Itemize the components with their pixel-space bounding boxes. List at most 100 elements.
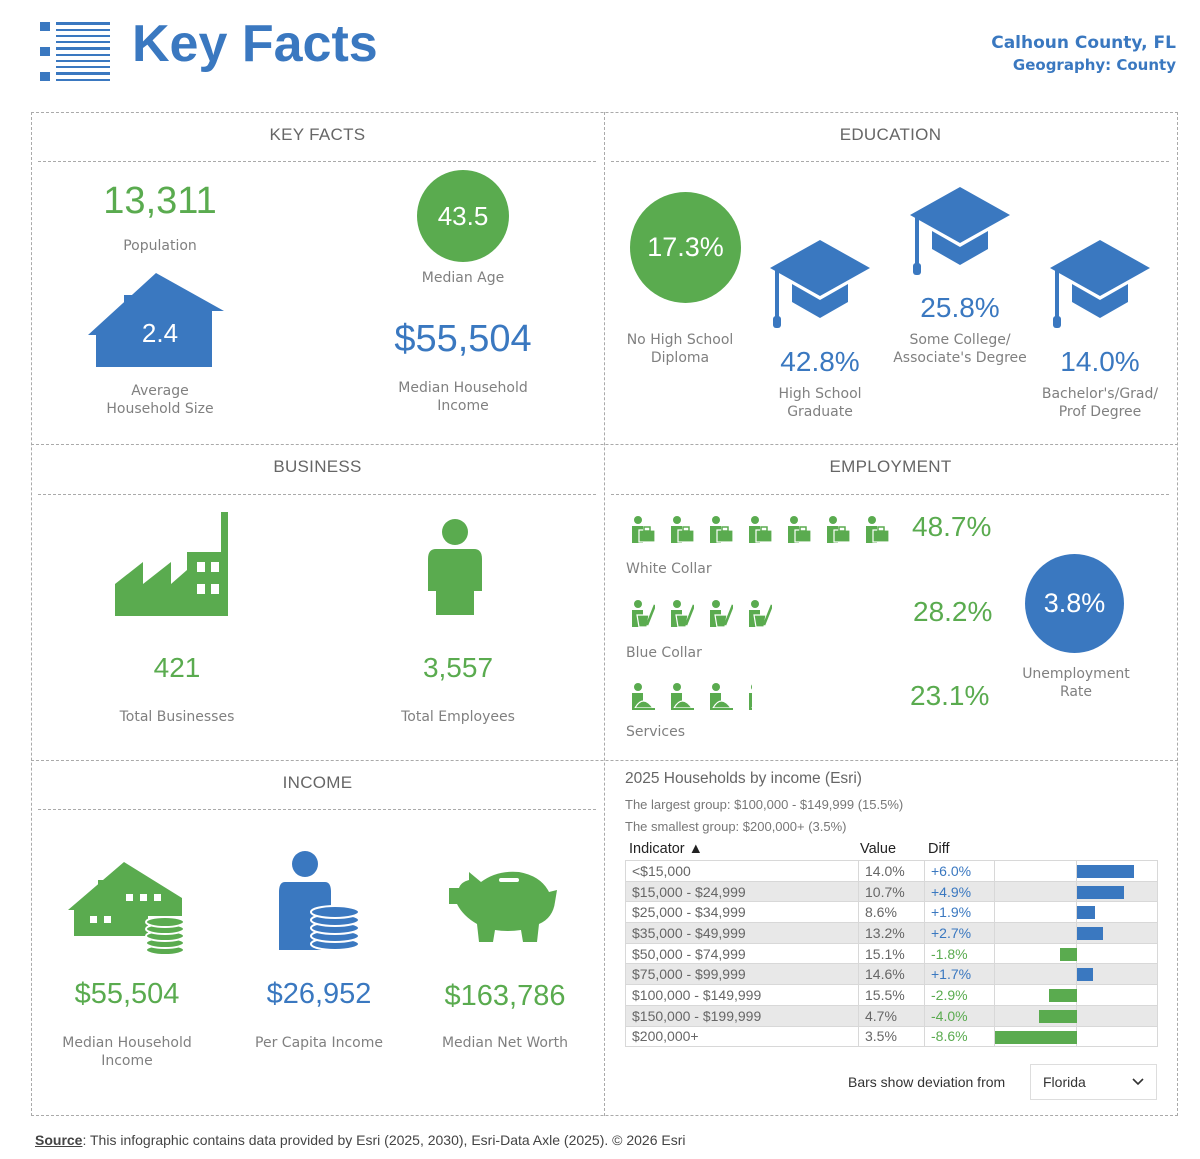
office-worker-icon [671,516,694,543]
office-worker-icon [788,516,811,543]
median-income-value: $55,504 [394,318,532,360]
diff-cell: -2.9% [924,984,995,1006]
house-coins-icon [68,862,185,956]
bar-cell [994,1025,1158,1048]
net-worth-label: Median Net Worth [441,1035,569,1051]
service-worker-icon [710,683,733,710]
value-cell: 10.7% [858,880,925,903]
indicator-cell: $25,000 - $34,999 [625,901,859,924]
per-capita-income-value: $26,952 [266,978,372,1010]
net-worth-value: $163,786 [444,980,566,1012]
white-collar-icons [629,515,889,545]
deviation-bar [1077,968,1094,982]
page-title: Key Facts [132,15,378,73]
bar-cell [994,860,1158,882]
service-worker-icon [749,684,752,710]
table-row: $100,000 - $149,999 15.5% -2.9% [625,984,1158,1006]
column-header-value[interactable]: Value [860,841,897,857]
house-icon [88,273,224,367]
households-title: 2025 Households by income (Esri) [625,770,862,787]
bar-cell [994,984,1158,1006]
median-hh-income-value: $55,504 [74,978,180,1010]
footer: Source: This infographic contains data p… [35,1132,686,1148]
source-link[interactable]: Source [35,1132,83,1148]
indicator-cell: $150,000 - $199,999 [625,1004,859,1027]
high-school-value: 42.8% [780,346,860,377]
white-collar-value: 48.7% [912,511,992,542]
no-high-school-label: Diploma [650,350,710,366]
indicator-cell: $75,000 - $99,999 [625,963,859,986]
college-value: 25.8% [920,292,1000,323]
household-size-label: Household Size [106,401,214,417]
value-cell: 4.7% [858,1004,925,1027]
divider [611,494,1169,495]
laborer-icon [632,600,655,628]
divider [38,809,596,810]
bar-cell [994,901,1158,924]
column-header-indicator[interactable]: Indicator ▲ [629,841,703,857]
household-size-value: 2.4 [141,318,179,348]
chevron-down-icon [1132,1078,1144,1086]
table-row: <$15,000 14.0% +6.0% [625,860,1158,882]
laborer-icon [785,599,788,629]
diff-cell: -8.6% [924,1025,995,1048]
office-worker-icon [632,516,655,543]
deviation-bar [1077,865,1134,878]
bachelor-value: 14.0% [1060,346,1140,377]
deviation-select[interactable]: Florida [1030,1064,1157,1100]
piggy-bank-icon [449,871,557,942]
diff-cell: +1.9% [924,901,995,924]
blue-collar-label: Blue Collar [626,645,702,661]
businesses-label: Total Businesses [119,709,235,725]
table-row: $200,000+ 3.5% -8.6% [625,1025,1158,1048]
laborer-icon [710,600,733,628]
value-cell: 14.0% [858,860,925,882]
services-icons [629,682,752,712]
column-header-diff[interactable]: Diff [928,841,950,857]
value-cell: 14.6% [858,963,925,986]
smallest-group: The smallest group: $200,000+ (3.5%) [625,819,847,834]
section-title-employment: EMPLOYMENT [829,457,952,476]
deviation-select-value: Florida [1043,1074,1086,1090]
indicator-cell: <$15,000 [625,860,859,882]
college-label: Associate's Degree [893,350,1027,366]
divider [611,161,1169,162]
deviation-bar [995,1030,1077,1044]
graduation-cap-icon [1050,240,1150,328]
high-school-label: High School [778,386,862,402]
office-worker-icon [866,516,889,543]
table-row: $75,000 - $99,999 14.6% +1.7% [625,963,1158,986]
divider [31,760,1178,761]
blue-collar-value: 28.2% [913,596,993,627]
bar-cell [994,922,1158,944]
bar-cell [994,880,1158,903]
per-capita-income-label: Per Capita Income [255,1035,383,1051]
median-income-label: Median Household [398,380,528,396]
population-label: Population [123,238,197,254]
unemployment-circle: 3.8% [1025,554,1124,653]
diff-cell: +2.7% [924,922,995,944]
deviation-bar [1039,1009,1077,1023]
divider [31,444,1178,445]
service-worker-icon [632,683,655,710]
divider [604,112,605,1116]
bachelor-label: Prof Degree [1058,404,1142,420]
median-hh-income-label: Income [101,1053,153,1069]
bar-cell [994,963,1158,986]
bar-cell [994,1004,1158,1027]
deviation-bar [1059,947,1077,961]
section-title-key-facts: KEY FACTS [269,125,366,144]
section-title-business: BUSINESS [273,457,362,476]
deviation-bar [1077,885,1124,899]
service-worker-icon [671,683,694,710]
diff-cell: +4.9% [924,880,995,903]
diff-cell: -4.0% [924,1004,995,1027]
divider [38,494,596,495]
median-hh-income-label: Median Household [62,1035,192,1051]
diff-cell: +6.0% [924,860,995,882]
office-worker-icon [749,516,772,543]
value-cell: 13.2% [858,922,925,944]
no-high-school-label: No High School [626,332,734,348]
factory-icon [115,512,228,616]
indicator-cell: $15,000 - $24,999 [625,880,859,903]
